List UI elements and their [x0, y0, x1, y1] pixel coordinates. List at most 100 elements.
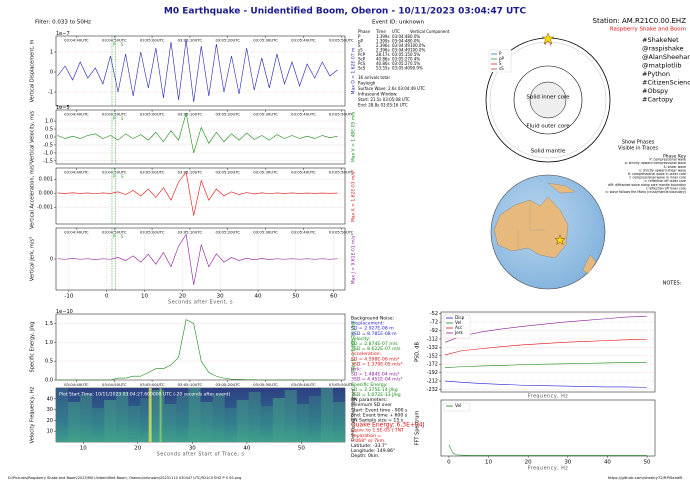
phase-key: diff: diffracted wave along core mantle …	[608, 183, 686, 187]
show-phases: Show Phases	[622, 140, 655, 146]
table-cell: 100.0%	[410, 48, 425, 53]
utc-tick-label: 03:05:50UTC	[329, 38, 354, 43]
note: Specific Energy:	[351, 382, 388, 388]
note: Depth: 0km.	[351, 453, 380, 459]
legend-label: pP	[499, 56, 505, 61]
table-cell: P	[358, 34, 361, 39]
core-label: Fluid outer core	[526, 124, 570, 130]
hashtag: @matplotlib	[642, 62, 682, 70]
table-cell: 2.396s	[376, 43, 390, 48]
x-tick-label: 50	[292, 294, 299, 300]
offset-label: 1e−10	[56, 309, 73, 315]
note: End: Event time + 600 s	[351, 412, 408, 418]
legend-label: Disp	[455, 315, 465, 320]
mid-note: Rayleigh	[358, 81, 376, 86]
utc-tick-label: 03:04:40UTC	[64, 38, 89, 43]
utc-tick-label: 03:04:50UTC	[102, 112, 127, 117]
table-cell: 28.17s	[376, 52, 390, 57]
y-tick-label: 0.5	[45, 127, 53, 133]
spectrogram-cell	[128, 406, 141, 442]
borders	[517, 200, 545, 250]
spectrogram-cell	[248, 392, 261, 442]
y-tick-label: -192	[427, 370, 438, 376]
y-axis-label: Vertical Acceleration, m/s²	[30, 163, 36, 229]
x-tick-label: 30	[217, 294, 224, 300]
offset-label: 1e−7	[56, 31, 70, 37]
new-guinea	[547, 182, 576, 194]
mid-note: 16 arrivals total	[358, 75, 390, 80]
note: Velocity:	[351, 336, 371, 342]
spectrogram-cell	[164, 404, 177, 442]
x-tick-label: 30	[564, 460, 571, 466]
utc-tick-label: 03:05:00UTC	[140, 170, 165, 175]
note: Jerk:	[350, 367, 362, 373]
spectrogram-cell	[212, 394, 225, 442]
station-location	[554, 234, 566, 245]
spectrogram-cell	[200, 402, 213, 442]
globe	[490, 174, 606, 290]
spectrogram-burst	[148, 388, 152, 442]
y-tick-label: -52	[430, 311, 438, 317]
phase-label: S	[121, 116, 124, 121]
y-tick-label: -0.5	[43, 142, 53, 148]
note: SD = 2.874E-07 m/s	[351, 341, 398, 347]
side-label: Max E = 1.60E-10 J/kg	[351, 322, 357, 372]
show-phases: Visible in Traces	[618, 146, 658, 152]
y-tick-label: -112	[427, 336, 438, 342]
utc-tick-label: 03:05:40UTC	[291, 112, 316, 117]
x-tick-label: -10	[64, 294, 73, 300]
series-line	[57, 233, 338, 285]
phase-key: P: compressional wave	[650, 158, 687, 162]
y-tick-label: 0.0	[45, 378, 53, 384]
utc-tick-label: 03:05:50UTC	[329, 112, 354, 117]
y-axis-label: Vertical Displacement, m	[30, 40, 36, 103]
y-axis-label: FFT Spectrum	[415, 411, 421, 446]
phase-label: S	[121, 234, 124, 239]
mid-note: Surface Wave: 2.6s 03:04:49 UTC	[358, 86, 425, 91]
y-axis-label: PSD, dB	[415, 342, 421, 362]
utc-tick-label: 03:05:20UTC	[215, 230, 240, 235]
hashtag: #Cartopy	[642, 96, 673, 104]
table-cell: pP	[358, 39, 364, 44]
series-line	[57, 319, 338, 381]
australia	[493, 196, 569, 259]
table-header: UTC	[392, 29, 400, 34]
table-header: Time	[375, 29, 386, 34]
footer-path: D:/Pictures/Raspberry Shake and Boom/202…	[8, 476, 241, 480]
utc-tick-label: 03:05:00UTC	[140, 382, 165, 387]
utc-tick-label: 03:05:20UTC	[215, 382, 240, 387]
y-tick-label: 1.0	[45, 340, 53, 346]
spectrogram-cell	[152, 390, 165, 442]
table-cell: 03:04:49	[392, 48, 410, 53]
table-cell: 0.0%	[410, 39, 420, 44]
note: 3SD = 4.451E-04 m/s³	[351, 377, 403, 383]
table-cell: 0.4%	[410, 57, 420, 62]
table-cell: 03:05:27	[392, 61, 410, 66]
legend-box	[443, 402, 471, 412]
utc-tick-label: 03:05:40UTC	[291, 170, 316, 175]
x-axis-label: Frequency, Hz	[528, 466, 569, 472]
utc-tick-label: 03:05:10UTC	[178, 38, 203, 43]
map-notes: NOTES:	[663, 281, 682, 287]
table-header: Vertical Component	[410, 29, 450, 34]
utc-tick-label: 03:05:30UTC	[253, 170, 278, 175]
table-cell: 03:05:15	[392, 52, 410, 57]
table-cell: PcS	[358, 61, 366, 66]
y-tick-label: -132	[427, 345, 438, 351]
utc-tick-label: 03:05:10UTC	[178, 382, 203, 387]
side-label: Max A = 1.62E-03 m/s²	[351, 170, 357, 222]
y-tick-label: 1	[50, 50, 53, 56]
note: 3SD = 8.622E-07 m/s	[351, 346, 401, 352]
utc-tick-label: 03:04:50UTC	[102, 170, 127, 175]
x-tick-label: 40	[254, 294, 261, 300]
y-tick-label: -172	[427, 362, 438, 368]
spectrogram-cell	[188, 388, 201, 442]
event-id: Event ID: unknown	[372, 20, 424, 26]
table-cell: 1.399s	[376, 39, 390, 44]
x-tick-label: 30	[189, 446, 196, 452]
x-tick-label: 20	[525, 460, 532, 466]
note: SD = 2.375E-14 J/kg	[351, 387, 398, 393]
spectrogram-cell	[224, 408, 237, 442]
series-line	[57, 171, 338, 216]
new-zealand	[582, 254, 597, 275]
